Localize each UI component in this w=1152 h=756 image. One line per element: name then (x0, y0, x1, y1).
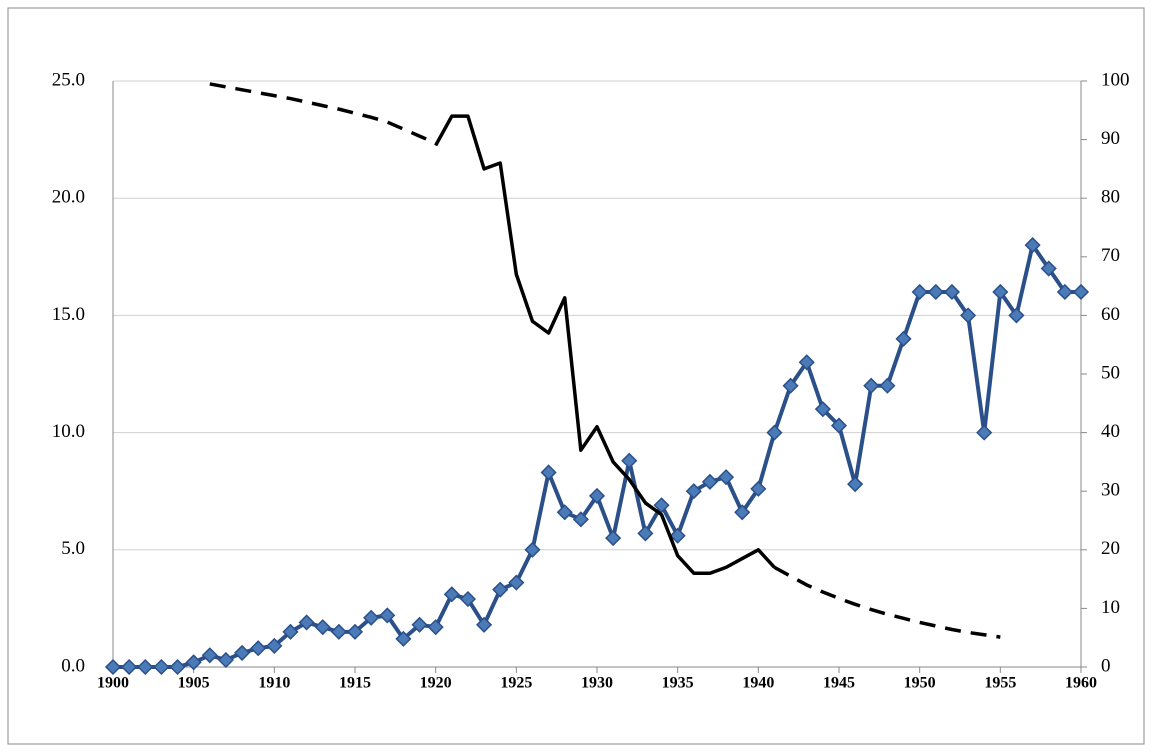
data-point (121, 658, 138, 676)
data-point (169, 658, 186, 676)
data-point (556, 504, 573, 521)
data-point (266, 637, 283, 654)
x-tick-label: 1950 (904, 675, 936, 692)
data-point (330, 623, 347, 640)
data-point (314, 619, 331, 636)
data-point (960, 307, 977, 324)
data-point (476, 616, 493, 633)
data-point (492, 581, 509, 598)
data-point (411, 616, 428, 633)
x-tick-label: 1905 (178, 675, 210, 692)
data-point (847, 476, 864, 493)
y-tick-label: 5.0 (61, 538, 85, 559)
y2-tick-label: 20 (1101, 538, 1120, 559)
x-tick-label: 1900 (97, 675, 129, 692)
data-point (605, 530, 622, 547)
data-point (766, 424, 783, 441)
data-point (814, 401, 831, 418)
data-point (669, 527, 686, 544)
y2-tick-label: 0 (1101, 655, 1111, 676)
y-tick-label: 10.0 (52, 421, 85, 442)
y2-tick-label: 40 (1101, 421, 1120, 442)
data-point (750, 480, 767, 497)
data-point (395, 630, 412, 647)
data-point (572, 511, 589, 528)
y2-tick-label: 10 (1101, 597, 1120, 618)
data-point (976, 424, 993, 441)
x-tick-label: 1910 (258, 675, 290, 692)
data-point (250, 640, 267, 657)
data-point (104, 658, 122, 676)
x-tick-label: 1945 (823, 675, 855, 692)
data-point (782, 377, 799, 394)
data-point (830, 417, 848, 434)
data-point (588, 487, 606, 504)
data-point (298, 614, 315, 631)
data-point (234, 644, 251, 661)
y-tick-label: 25.0 (52, 69, 85, 90)
data-point (637, 525, 654, 542)
x-tick-label: 1930 (581, 675, 613, 692)
y-tick-label: 15.0 (52, 304, 85, 325)
x-tick-label: 1935 (662, 675, 694, 692)
x-tick-label: 1920 (420, 675, 452, 692)
y2-tick-label: 30 (1101, 480, 1120, 501)
x-tick-label: 1955 (984, 675, 1016, 692)
data-point (459, 590, 476, 608)
data-point (508, 574, 525, 591)
y2-tick-label: 50 (1101, 362, 1120, 383)
data-point (282, 623, 299, 640)
y-tick-label: 0.0 (61, 655, 85, 676)
data-point (621, 452, 638, 469)
data-point (363, 609, 380, 626)
data-point (879, 377, 896, 394)
data-point (379, 607, 396, 624)
data-point (1056, 283, 1073, 301)
data-line (209, 82, 1001, 639)
y-tick-label: 20.0 (52, 187, 85, 208)
data-point (911, 283, 928, 301)
data-line (434, 114, 776, 575)
data-point (734, 504, 751, 521)
data-point (185, 654, 202, 671)
x-tick-label: 1925 (500, 675, 532, 692)
data-point (1024, 237, 1041, 254)
data-point (863, 377, 880, 394)
y2-tick-label: 90 (1101, 128, 1120, 149)
data-point (943, 283, 960, 301)
data-point (1072, 283, 1090, 301)
y2-tick-label: 80 (1101, 187, 1120, 208)
data-point (718, 469, 735, 486)
chart-border (7, 7, 1145, 745)
y2-tick-label: 100 (1101, 69, 1130, 90)
data-point (346, 623, 364, 640)
y2-tick-label: 70 (1101, 245, 1120, 266)
data-point (427, 619, 444, 636)
data-point (895, 330, 912, 347)
data-point (137, 658, 154, 676)
data-point (524, 541, 541, 558)
data-point (1008, 307, 1025, 324)
data-point (992, 283, 1009, 301)
x-tick-label: 1960 (1065, 675, 1097, 692)
data-point (1040, 260, 1057, 277)
y2-tick-label: 60 (1101, 304, 1120, 325)
x-tick-label: 1940 (742, 675, 774, 692)
data-point (701, 473, 718, 490)
data-point (927, 283, 944, 301)
data-point (540, 464, 557, 481)
data-point (217, 651, 234, 669)
data-point (798, 354, 815, 371)
data-point (443, 586, 460, 603)
data-point (685, 483, 702, 500)
x-tick-label: 1915 (339, 675, 371, 692)
data-point (153, 658, 170, 676)
data-point (653, 497, 670, 514)
data-point (201, 647, 218, 664)
